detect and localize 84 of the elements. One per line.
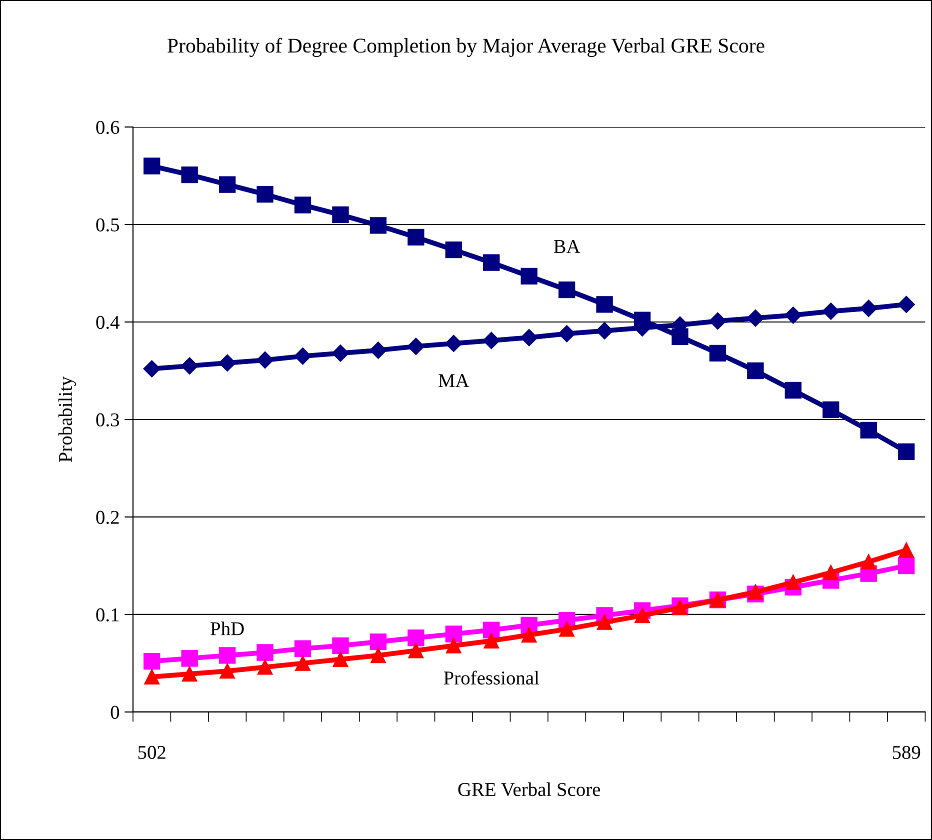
point [822, 302, 840, 320]
point [181, 357, 198, 374]
point [256, 351, 274, 369]
point [332, 652, 348, 667]
y-tick-label: 0 [110, 706, 120, 719]
point [256, 186, 274, 203]
point [596, 296, 613, 313]
point [747, 362, 764, 380]
y-tick-label: 0.3 [96, 413, 120, 427]
point [822, 401, 840, 418]
point [332, 206, 349, 224]
point [218, 354, 236, 372]
point [408, 630, 424, 646]
point [332, 637, 349, 654]
point [370, 342, 387, 359]
point [295, 656, 310, 671]
point [256, 644, 274, 661]
point [898, 296, 915, 314]
series-label: Professional [444, 670, 540, 685]
point [181, 166, 198, 184]
point [144, 158, 160, 174]
point [520, 329, 538, 346]
y-tick-label: 0.1 [96, 608, 119, 622]
x-axis-title: GRE Verbal Score [458, 782, 600, 796]
point [521, 627, 537, 643]
point [408, 228, 424, 246]
point [898, 542, 914, 558]
point [558, 325, 576, 342]
point [860, 554, 876, 570]
point [370, 648, 386, 664]
point [144, 652, 160, 670]
point [218, 647, 236, 664]
point [220, 663, 235, 679]
point [634, 608, 650, 624]
point [709, 312, 726, 330]
point [784, 382, 802, 399]
point [898, 443, 915, 460]
point [484, 633, 500, 648]
point [257, 659, 273, 675]
point [823, 564, 839, 580]
point [520, 268, 538, 285]
point [558, 281, 576, 298]
point [672, 600, 688, 616]
point [332, 344, 350, 362]
y-tick-label: 0.6 [96, 120, 120, 134]
chart-title: Probability of Degree Completion by Major Average Verbal GRE Score [168, 38, 764, 57]
point [786, 574, 801, 590]
y-axis-title: Probability [58, 376, 76, 462]
point [709, 344, 726, 362]
series-label: PhD [210, 622, 244, 636]
point [596, 322, 614, 340]
series-label: BA [554, 240, 580, 253]
point [784, 306, 802, 324]
y-tick-label: 0.5 [96, 218, 120, 232]
point [294, 348, 312, 365]
point [181, 650, 198, 667]
point [559, 621, 574, 637]
point [407, 338, 424, 355]
point [370, 633, 387, 650]
point [445, 334, 462, 352]
point [483, 622, 500, 638]
point [860, 422, 877, 439]
point [898, 557, 915, 574]
point [182, 666, 198, 682]
x-tick-label: 502 [138, 746, 166, 759]
point [446, 638, 462, 654]
x-tick-label: 589 [892, 746, 920, 759]
point [370, 217, 387, 234]
point [860, 300, 878, 317]
point [294, 640, 312, 657]
point [445, 242, 462, 258]
point [408, 642, 424, 658]
point [483, 254, 500, 271]
y-tick-label: 0.4 [96, 316, 120, 330]
y-tick-label: 0.2 [96, 510, 119, 524]
series-label: MA [438, 374, 470, 388]
point [482, 332, 500, 350]
point [445, 626, 462, 642]
point [218, 176, 236, 193]
point [143, 360, 160, 378]
point [596, 614, 612, 630]
point [294, 196, 312, 214]
point [746, 310, 764, 327]
point [144, 669, 160, 685]
